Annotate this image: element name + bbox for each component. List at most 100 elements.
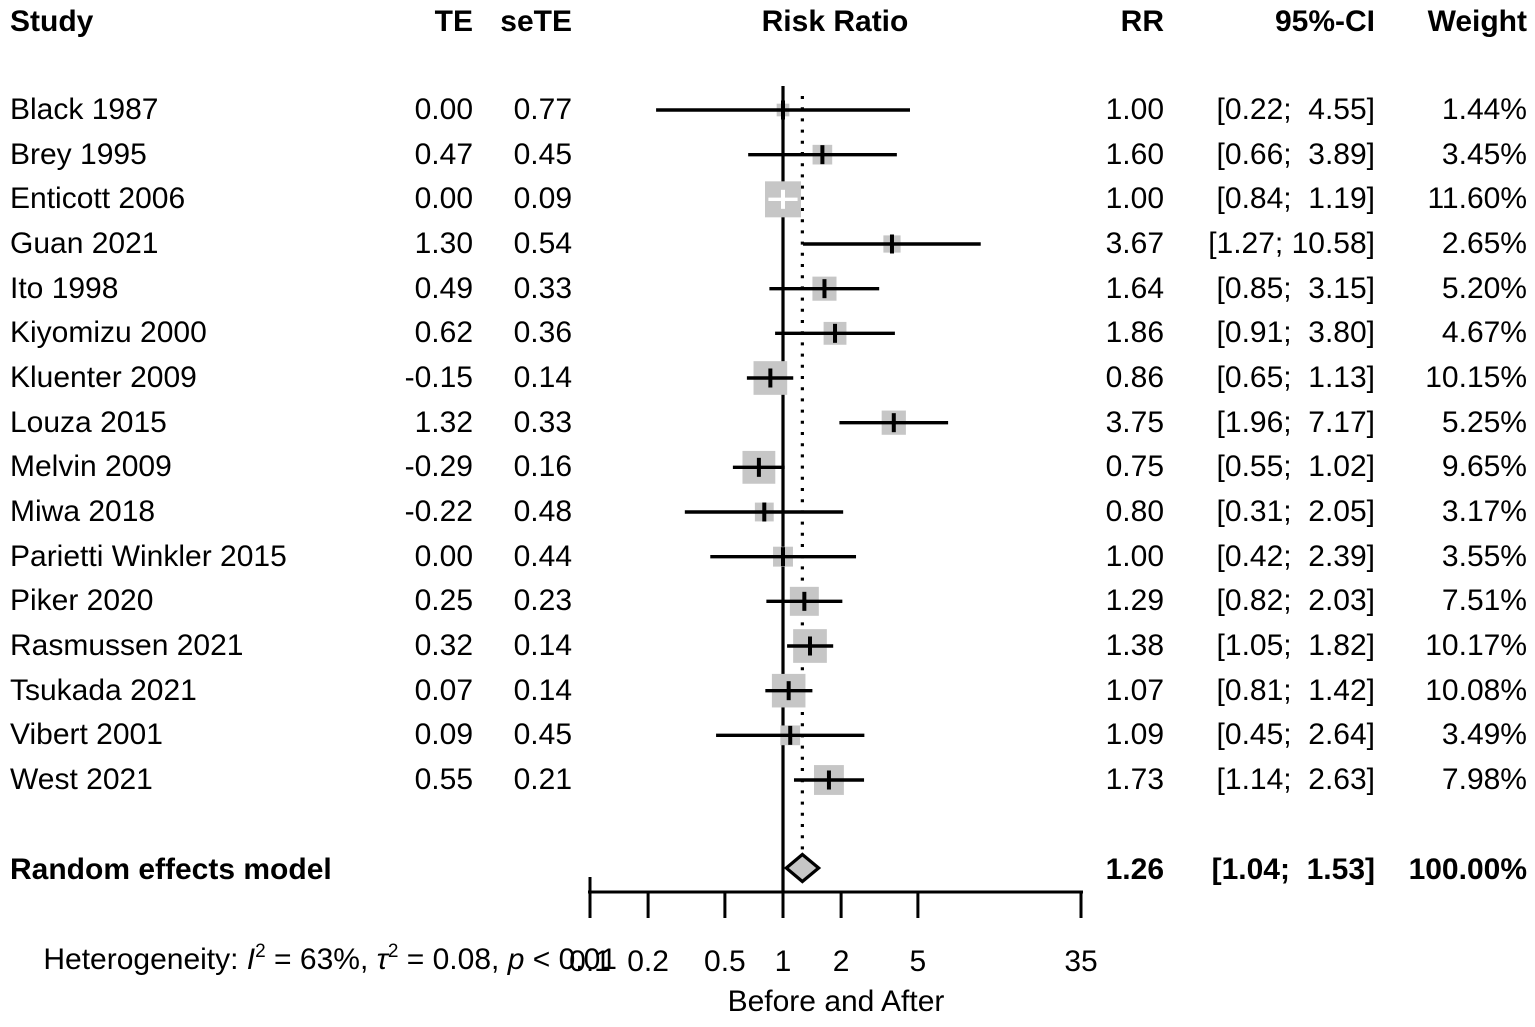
sete-cell: 0.21 [513,763,572,796]
ci-cell: [0.22; 4.55] [1216,93,1375,126]
i-squared-exponent: 2 [255,941,266,962]
rr-cell: 1.38 [1105,629,1164,662]
study-name-cell: Black 1987 [10,93,159,126]
study-name-cell: Enticott 2006 [10,182,186,215]
ci-cell: [0.65; 1.13] [1216,361,1375,394]
rr-cell: 1.86 [1105,316,1164,349]
sete-cell: 0.45 [513,138,572,171]
weight-cell: 5.20% [1441,272,1527,305]
sete-cell: 0.23 [513,584,572,617]
weight-cell: 4.67% [1441,316,1527,349]
effect-square [773,546,793,567]
study-name-cell: Rasmussen 2021 [10,629,244,662]
column-header-risk-ratio: Risk Ratio [761,5,909,38]
rr-cell: 1.73 [1105,763,1164,796]
weight-cell: 5.25% [1441,406,1527,439]
i-squared-value: = 63%, [265,943,377,976]
ci-cell: [0.31; 2.05] [1216,495,1375,528]
rr-cell: 1.00 [1105,93,1164,126]
weight-cell: 1.44% [1441,93,1527,126]
column-header-rr: RR [1120,5,1164,38]
rr-cell: 1.29 [1105,584,1164,617]
column-header-weight: Weight [1427,5,1527,38]
effect-square [789,586,819,616]
sete-cell: 0.33 [513,406,572,439]
sete-cell: 0.14 [513,361,572,394]
te-cell: 0.62 [414,316,473,349]
x-axis-tick-label: 5 [910,945,927,978]
study-name-cell: Kiyomizu 2000 [10,316,207,349]
rr-cell: 0.86 [1105,361,1164,394]
x-axis-tick-label: 0.5 [704,945,746,978]
study-name-cell: Melvin 2009 [10,450,172,483]
i-squared-symbol: I [246,943,256,976]
ci-cell: [0.85; 3.15] [1216,272,1375,305]
study-name-cell: Parietti Winkler 2015 [10,540,287,573]
te-cell: -0.22 [404,495,473,528]
study-name-cell: Louza 2015 [10,406,167,439]
effect-square [793,629,827,663]
effect-square [814,765,844,795]
ci-cell: [0.82; 2.03] [1216,584,1375,617]
sete-cell: 0.77 [513,93,572,126]
summary-label: Random effects model [10,853,332,886]
ci-cell: [0.81; 1.42] [1216,674,1375,707]
effect-square [776,103,790,117]
rr-cell: 1.07 [1105,674,1164,707]
effect-square [754,502,774,522]
sete-cell: 0.48 [513,495,572,528]
te-cell: 0.00 [414,93,473,126]
study-name-cell: Ito 1998 [10,272,119,305]
sete-cell: 0.54 [513,227,572,260]
te-cell: 0.00 [414,540,473,573]
te-cell: 1.30 [414,227,473,260]
weight-cell: 3.17% [1441,495,1527,528]
weight-cell: 3.49% [1441,718,1527,751]
effect-square [812,144,833,165]
effect-square [780,725,801,746]
weight-cell: 3.55% [1441,540,1527,573]
study-name-cell: Kluenter 2009 [10,361,197,394]
te-cell: 0.47 [414,138,473,171]
ci-cell: [0.55; 1.02] [1216,450,1375,483]
effect-square [753,361,788,395]
tau-squared-value: = 0.08, [398,943,508,976]
summary-rr-value: 1.26 [1105,853,1164,886]
ci-cell: [0.45; 2.64] [1216,718,1375,751]
weight-cell: 3.45% [1441,138,1527,171]
sete-cell: 0.16 [513,450,572,483]
weight-cell: 11.60% [1427,182,1527,215]
te-cell: 0.07 [414,674,473,707]
effect-square [883,235,901,253]
te-cell: 0.55 [414,763,473,796]
rr-cell: 0.75 [1105,450,1164,483]
ci-cell: [1.27; 10.58] [1208,227,1375,260]
column-header-sete: seTE [500,5,572,38]
x-axis-tick-label: 2 [833,945,850,978]
te-cell: 1.32 [414,406,473,439]
effect-square [823,321,847,345]
ci-cell: [0.66; 3.89] [1216,138,1375,171]
weight-cell: 7.51% [1441,584,1527,617]
study-name-cell: Vibert 2001 [10,718,163,751]
rr-cell: 1.00 [1105,182,1164,215]
te-cell: 0.09 [414,718,473,751]
column-header-study: Study [10,5,94,38]
study-name-cell: Miwa 2018 [10,495,156,528]
study-name-cell: Tsukada 2021 [10,674,197,707]
effect-square [771,673,806,708]
sete-cell: 0.09 [513,182,572,215]
weight-cell: 10.15% [1425,361,1527,394]
sete-cell: 0.36 [513,316,572,349]
rr-cell: 3.67 [1105,227,1164,260]
ci-cell: [1.96; 7.17] [1216,406,1375,439]
weight-cell: 10.08% [1425,674,1527,707]
heterogeneity-text: Heterogeneity: I2 = 63%, τ2 = 0.08, p < … [10,894,617,976]
te-cell: 0.32 [414,629,473,662]
summary-diamond [783,852,822,884]
effect-square [765,181,801,218]
rr-cell: 0.80 [1105,495,1164,528]
study-name-cell: West 2021 [10,763,153,796]
sete-cell: 0.14 [513,674,572,707]
ci-cell: [1.14; 2.63] [1216,763,1375,796]
